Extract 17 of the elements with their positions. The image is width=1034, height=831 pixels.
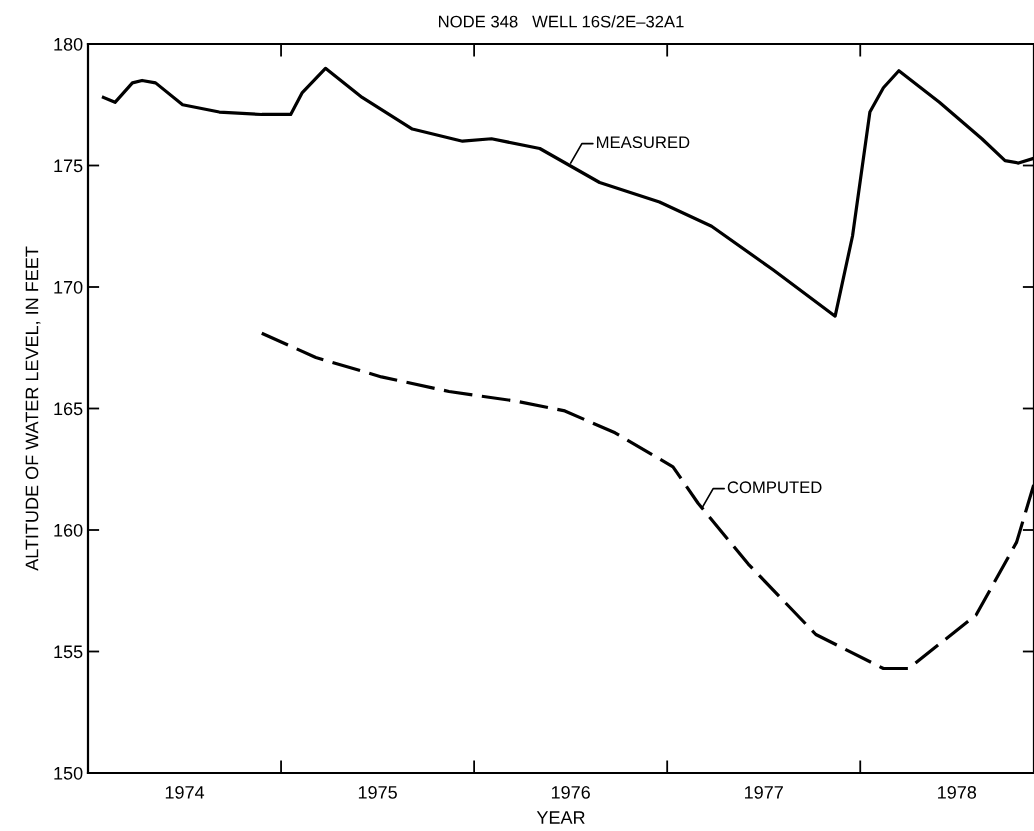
y-tick-label: 155 <box>54 645 83 659</box>
x-axis-title: YEAR <box>536 811 585 824</box>
x-tick-label: 1977 <box>745 785 783 799</box>
x-tick-label: 1974 <box>165 785 205 799</box>
annotation: COMPUTED <box>727 481 822 494</box>
chart-title: NODE 348 WELL 16S/2E–32A1 <box>439 15 684 28</box>
y-tick-label: 180 <box>54 37 83 51</box>
y-tick-label: 165 <box>54 402 83 416</box>
y-tick-label: 175 <box>54 159 83 173</box>
y-tick-label: 150 <box>54 766 83 780</box>
y-tick-label: 170 <box>54 280 83 294</box>
y-axis-title: ALTITUDE OF WATER LEVEL, IN FEET <box>25 246 41 571</box>
x-tick-label: 1975 <box>358 785 397 799</box>
x-tick-label: 1978 <box>938 785 977 799</box>
x-tick-label: 1976 <box>551 785 590 799</box>
y-tick-label: 160 <box>54 523 83 537</box>
annotation: MEASURED <box>597 136 690 149</box>
